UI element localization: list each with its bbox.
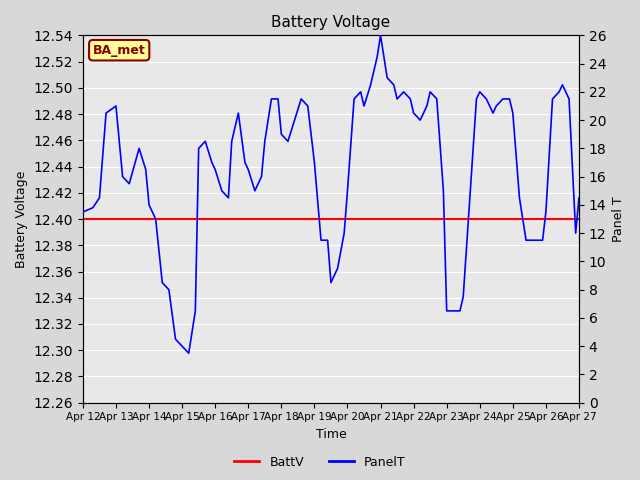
Y-axis label: Battery Voltage: Battery Voltage <box>15 170 28 268</box>
Title: Battery Voltage: Battery Voltage <box>271 15 390 30</box>
Text: BA_met: BA_met <box>93 44 145 57</box>
Legend: BattV, PanelT: BattV, PanelT <box>229 451 411 474</box>
Y-axis label: Panel T: Panel T <box>612 196 625 242</box>
X-axis label: Time: Time <box>316 428 346 441</box>
